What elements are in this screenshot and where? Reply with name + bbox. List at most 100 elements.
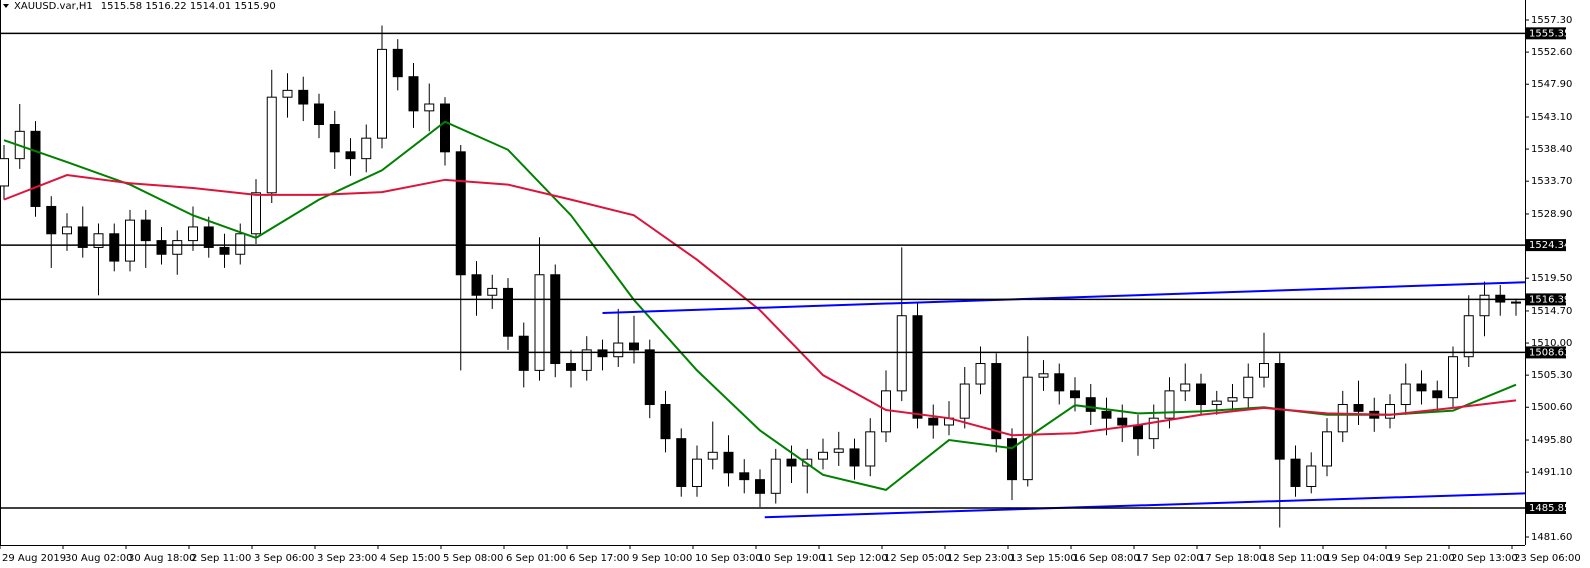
candle-body bbox=[550, 274, 561, 365]
candle-body bbox=[1180, 383, 1191, 392]
candle-body bbox=[1117, 417, 1128, 426]
x-tick-label: 3 Sep 06:00 bbox=[254, 553, 314, 564]
y-tick-label: 1519.50 bbox=[1531, 273, 1572, 284]
y-tick-label: 1505.30 bbox=[1531, 370, 1572, 381]
candle-body bbox=[471, 274, 482, 296]
candle-body bbox=[1022, 376, 1033, 481]
candle-body bbox=[361, 137, 372, 160]
candle-body bbox=[329, 124, 340, 153]
candle-body bbox=[1101, 410, 1112, 419]
candle-body bbox=[1353, 404, 1364, 412]
candle-body bbox=[928, 417, 939, 426]
candle-body bbox=[282, 89, 293, 98]
candle-body bbox=[440, 103, 450, 153]
candle-body bbox=[1495, 294, 1506, 303]
candle-body bbox=[1385, 404, 1395, 419]
candle-body bbox=[1196, 383, 1206, 406]
candle-body bbox=[1322, 431, 1332, 467]
candle-body bbox=[1054, 373, 1065, 392]
level-label: 1555.35 bbox=[1529, 28, 1570, 39]
candle-body bbox=[172, 240, 183, 255]
candle-body bbox=[392, 48, 403, 78]
candle-body bbox=[1227, 397, 1238, 402]
candle-body bbox=[1432, 390, 1443, 399]
candle-body bbox=[219, 246, 230, 255]
symbol: XAUUSD.var,H1 bbox=[14, 1, 93, 12]
x-tick-label: 11 Sep 12:00 bbox=[821, 553, 888, 564]
x-tick-label: 10 Sep 19:00 bbox=[758, 553, 825, 564]
candle-body bbox=[140, 219, 151, 242]
x-tick-label: 30 Aug 02:00 bbox=[65, 553, 132, 564]
moving-average bbox=[3, 174, 1517, 437]
y-tick-label: 1547.90 bbox=[1531, 79, 1572, 90]
candle-body bbox=[912, 315, 923, 419]
candle-body bbox=[629, 342, 639, 351]
x-tick-label: 6 Sep 17:00 bbox=[569, 553, 629, 564]
candle-body bbox=[613, 342, 624, 358]
level-label-box bbox=[1526, 293, 1566, 306]
y-tick-label: 1481.60 bbox=[1531, 532, 1572, 543]
level-label: 1508.63 bbox=[1529, 347, 1570, 358]
x-tick-label: 5 Sep 08:00 bbox=[443, 553, 503, 564]
candle-body bbox=[314, 103, 324, 126]
x-tick-label: 6 Sep 01:00 bbox=[506, 553, 566, 564]
candle-body bbox=[266, 96, 277, 194]
candle-body bbox=[1400, 383, 1411, 406]
y-tick-label: 1538.40 bbox=[1531, 144, 1572, 155]
x-tick-label: 19 Sep 21:00 bbox=[1388, 553, 1455, 564]
candle-body bbox=[93, 233, 104, 248]
candle-body bbox=[408, 76, 419, 112]
y-tick-label: 1514.70 bbox=[1531, 306, 1572, 317]
candle-body bbox=[975, 363, 986, 385]
candle-body bbox=[707, 451, 718, 460]
x-tick-label: 3 Sep 23:00 bbox=[317, 553, 377, 564]
candle-body bbox=[109, 233, 120, 262]
y-tick-label: 1533.70 bbox=[1531, 176, 1572, 187]
x-tick-label: 29 Aug 2019 bbox=[2, 553, 66, 564]
candle-body bbox=[125, 219, 135, 262]
candle-body bbox=[534, 274, 545, 371]
x-tick-label: 19 Sep 04:00 bbox=[1325, 553, 1392, 564]
candle-body bbox=[188, 226, 198, 242]
candle-body bbox=[865, 431, 876, 467]
y-tick-label: 1557.30 bbox=[1531, 15, 1572, 26]
candle-body bbox=[251, 192, 261, 235]
x-tick-label: 30 Aug 18:00 bbox=[128, 553, 195, 564]
candle-body bbox=[1133, 424, 1143, 440]
candle-body bbox=[818, 451, 828, 460]
level-label-box bbox=[1526, 27, 1566, 40]
candle-body bbox=[849, 448, 860, 467]
x-tick-label: 4 Sep 15:00 bbox=[380, 553, 440, 564]
candle-body bbox=[1274, 363, 1285, 460]
x-tick-label: 16 Sep 08:00 bbox=[1073, 553, 1140, 564]
candle-body bbox=[959, 383, 970, 419]
candle-body bbox=[377, 48, 387, 139]
candle-body bbox=[723, 451, 734, 474]
x-tick-label: 17 Sep 18:00 bbox=[1199, 553, 1266, 564]
y-tick-label: 1500.60 bbox=[1531, 402, 1572, 413]
y-tick-label: 1510.00 bbox=[1531, 338, 1572, 349]
candle-body bbox=[1148, 417, 1159, 440]
trend-line bbox=[764, 492, 1526, 519]
x-tick-label: 13 Sep 15:00 bbox=[1010, 553, 1077, 564]
candle-body bbox=[1463, 315, 1474, 358]
level-label-box bbox=[1526, 346, 1566, 359]
candle-body bbox=[455, 151, 466, 276]
x-tick-label: 23 Sep 06:00 bbox=[1514, 553, 1581, 564]
candle-body bbox=[644, 349, 655, 406]
candle-body bbox=[503, 287, 513, 337]
candle-body bbox=[1416, 383, 1427, 392]
candle-body bbox=[0, 158, 9, 187]
candle-body bbox=[424, 103, 435, 112]
x-tick-label: 20 Sep 13:00 bbox=[1451, 553, 1518, 564]
candle-body bbox=[1164, 390, 1175, 419]
x-tick-label: 12 Sep 05:00 bbox=[884, 553, 951, 564]
candle-body bbox=[46, 205, 57, 235]
level-label: 1516.39 bbox=[1529, 294, 1570, 305]
x-tick-label: 18 Sep 11:00 bbox=[1262, 553, 1329, 564]
candle-body bbox=[786, 458, 797, 467]
level-label-box bbox=[1526, 239, 1566, 252]
candle-body bbox=[581, 349, 592, 371]
y-tick-label: 1528.90 bbox=[1531, 209, 1572, 220]
